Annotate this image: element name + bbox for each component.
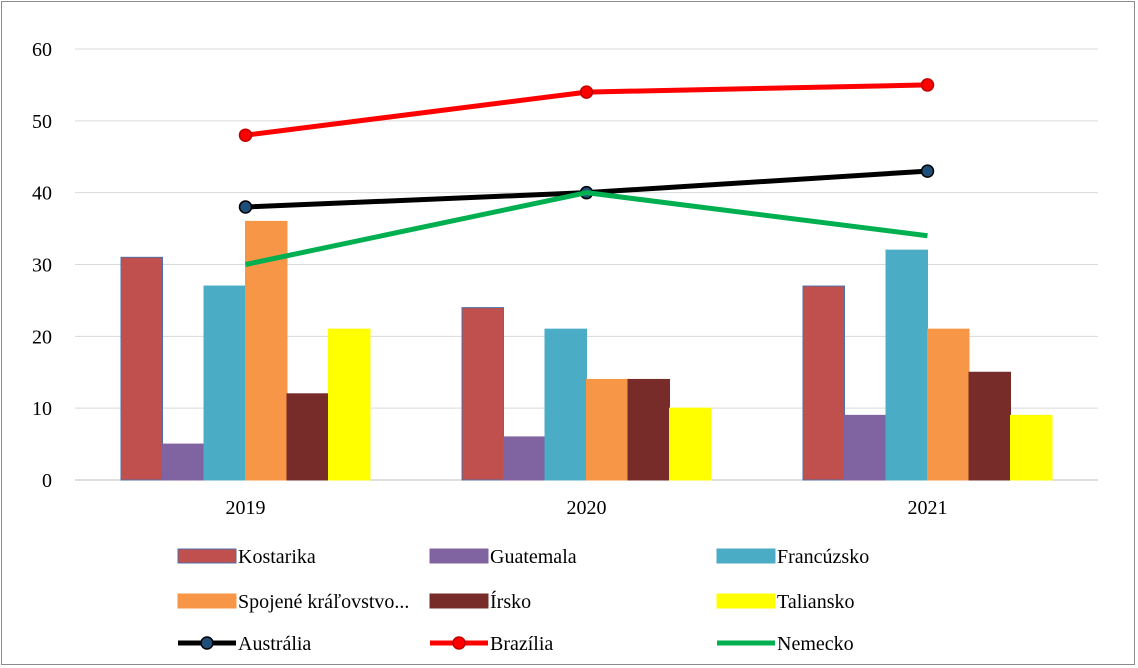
legend-label-braz-lia: Brazília [490, 633, 553, 655]
bar--rsko [627, 378, 670, 481]
bar--rsko [968, 371, 1011, 481]
bar-kostarika [120, 256, 163, 481]
bar-franc-zsko [544, 328, 587, 481]
legend-label-taliansko: Taliansko [777, 591, 854, 613]
bar-taliansko [669, 407, 712, 481]
legend-swatch--rsko [429, 593, 489, 609]
bar-guatemala [844, 414, 887, 481]
y-tick-label: 20 [32, 326, 52, 348]
y-tick-label: 0 [42, 470, 52, 492]
x-axis: 2019 2020 2021 [226, 497, 948, 519]
legend-swatch-kostarika [177, 548, 237, 564]
legend-swatch-guatemala [429, 548, 489, 564]
x-tick-label: 2019 [226, 497, 266, 519]
y-tick-label: 50 [32, 111, 52, 133]
bar-spojen-kr-ovstvo- [927, 328, 970, 481]
bar-guatemala [503, 436, 546, 481]
bar-franc-zsko [203, 285, 246, 481]
legend-swatch-taliansko [716, 593, 776, 609]
legend-label-kostarika: Kostarika [238, 546, 316, 568]
legend-label-spojen-kr-ovstvo-: Spojené kráľovstvo... [238, 591, 409, 613]
marker-austr-lia [920, 164, 935, 178]
line-nemecko [244, 190, 928, 267]
bar-guatemala [162, 443, 205, 481]
marker-braz-lia [579, 85, 594, 99]
marker-austr-lia [238, 200, 253, 214]
y-tick-label: 60 [32, 39, 52, 61]
legend-label-franc-zsko: Francúzsko [777, 546, 869, 568]
legend-label-austr-lia: Austrália [238, 633, 311, 655]
marker-braz-lia [920, 78, 935, 92]
bar-franc-zsko [885, 249, 928, 481]
legend-marker-braz-lia [452, 636, 466, 650]
legend-label--rsko: Írsko [490, 590, 531, 613]
legend-label-nemecko: Nemecko [777, 633, 854, 655]
lines [238, 78, 935, 267]
bar-spojen-kr-ovstvo- [586, 378, 629, 481]
y-tick-label: 10 [32, 398, 52, 420]
x-tick-label: 2020 [567, 497, 607, 519]
y-axis: 0 10 20 30 40 50 60 [32, 39, 52, 492]
bar-kostarika [461, 307, 504, 481]
legend-swatch-franc-zsko [716, 548, 776, 564]
legend-label-guatemala: Guatemala [490, 546, 577, 568]
bar-taliansko [1010, 414, 1053, 481]
bars [120, 220, 1053, 481]
x-tick-label: 2021 [908, 497, 948, 519]
bar--rsko [286, 393, 329, 481]
legend: Kostarika Guatemala Francúzsko Spojené kráľ… [177, 546, 869, 655]
bar-kostarika [802, 285, 845, 481]
y-tick-label: 30 [32, 255, 52, 277]
marker-braz-lia [238, 128, 253, 142]
y-tick-label: 40 [32, 183, 52, 205]
legend-marker-austr-lia [200, 636, 214, 650]
bar-taliansko [328, 328, 371, 481]
legend-swatch-spojen-kr-ovstvo- [177, 593, 237, 609]
